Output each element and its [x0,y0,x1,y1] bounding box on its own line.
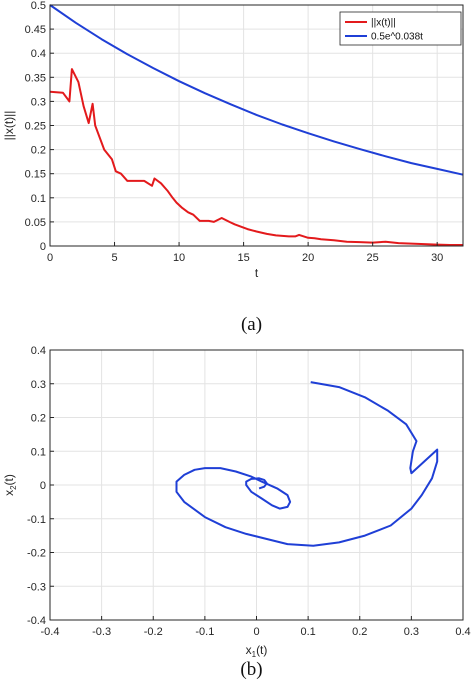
ticks-a: 0 5 10 15 20 25 30 0 0.05 0.1 0.15 0.2 0.25 0.3 0.35 0.… [25,0,444,264]
b-xtick-label-8: 0.4 [455,626,470,638]
x-axis-label-b-sub: 1 [252,650,257,659]
b-xtick-label-0: -0.4 [41,626,60,638]
a-ytick-label-6: 0.3 [31,96,46,108]
a-ytick-label-8: 0.4 [31,48,46,60]
a-xtick-label-0: 0 [47,252,53,264]
a-xtick-label-2: 10 [173,252,185,264]
a-ytick-label-7: 0.35 [25,72,46,84]
a-series-line-1 [49,4,464,176]
x-axis-label-b: x1(t) [246,643,268,659]
x-axis-label-b-suffix: (t) [256,643,267,657]
y-axis-label-b-sub: 2 [9,485,18,490]
a-ytick-label-0: 0 [40,241,46,253]
panel-b: -0.4 -0.3 -0.2 -0.1 0 0.1 0.2 0.3 0.4 -0.4 -0.3 -0.… [2,345,471,680]
legend-box [339,11,462,46]
a-xtick-label-3: 15 [237,252,249,264]
series-b [175,381,439,547]
b-xtick-label-7: 0.3 [404,626,419,638]
a-ytick-label-9: 0.45 [25,24,46,36]
b-series-line-0 [175,381,439,547]
b-ytick-label-5: 0.1 [31,446,46,458]
b-xtick-label-2: -0.2 [144,626,163,638]
x-axis-label-a: t [255,266,259,280]
b-ytick-label-2: -0.2 [27,548,46,560]
a-series-line-0 [49,68,463,246]
panel-label-b: (b) [240,659,262,680]
b-xtick-label-1: -0.3 [92,626,111,638]
b-ytick-label-1: -0.3 [27,581,46,593]
x-axis-label-b-main: x [246,643,252,657]
b-ytick-label-6: 0.2 [31,413,46,425]
y-axis-label-b-suffix: (t) [2,474,16,485]
y-axis-label-b-main: x [2,490,16,496]
legend-a: ||x(t)|| 0.5e^0.038t [339,11,462,46]
legend-entry-norm: ||x(t)|| [371,18,396,29]
b-xtick-label-5: 0.1 [300,626,315,638]
a-ytick-label-10: 0.5 [31,0,46,12]
a-ytick-label-2: 0.1 [31,193,46,205]
panel-a: 0 5 10 15 20 25 30 0 0.05 0.1 0.15 0.2 0.25 0.3 0.35 0.… [0,0,474,340]
b-xtick-label-6: 0.2 [352,626,367,638]
b-ytick-label-0: -0.4 [27,615,46,627]
y-axis-label-a: ||x(t)|| [2,111,16,141]
a-xtick-label-5: 25 [367,252,379,264]
a-xtick-label-6: 30 [431,252,443,264]
b-ytick-label-3: -0.1 [27,514,46,526]
b-xtick-label-3: -0.1 [195,626,214,638]
a-ytick-label-5: 0.25 [25,121,46,133]
b-xtick-label-4: 0 [253,626,259,638]
a-ytick-label-4: 0.2 [31,145,46,157]
a-ytick-label-3: 0.15 [25,169,46,181]
grid-b [49,349,464,621]
a-xtick-label-1: 5 [111,252,117,264]
series-a [49,4,464,246]
panel-label-a: (a) [241,314,262,335]
b-ytick-label-8: 0.4 [31,345,46,357]
b-ytick-label-4: 0 [40,480,46,492]
a-xtick-label-4: 20 [302,252,314,264]
y-axis-label-b: x2(t) [2,474,18,496]
legend-entry-exp: 0.5e^0.038t [371,32,423,43]
a-ytick-label-1: 0.05 [25,217,46,229]
ticks-b: -0.4 -0.3 -0.2 -0.1 0 0.1 0.2 0.3 0.4 -0.4 -0.3 -0.… [27,345,471,638]
b-ytick-label-7: 0.3 [31,379,46,391]
